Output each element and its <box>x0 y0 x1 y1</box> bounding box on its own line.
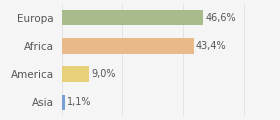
Text: 43,4%: 43,4% <box>196 41 227 51</box>
Text: 46,6%: 46,6% <box>206 13 236 23</box>
Bar <box>62 38 193 54</box>
Text: 9,0%: 9,0% <box>91 69 116 79</box>
Bar <box>62 66 89 82</box>
Bar <box>62 10 203 25</box>
Text: 1,1%: 1,1% <box>67 97 92 107</box>
Bar <box>62 95 65 110</box>
